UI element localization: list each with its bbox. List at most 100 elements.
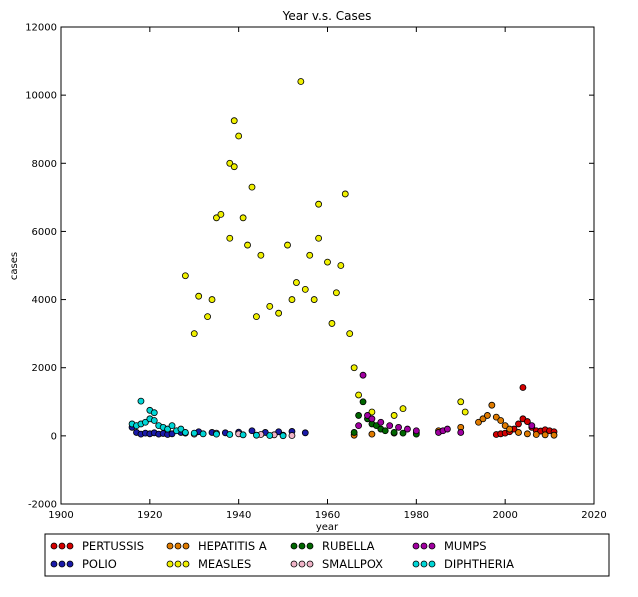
x-tick-label: 1980 [404, 510, 429, 521]
legend-marker [412, 542, 420, 550]
data-point [355, 422, 362, 430]
data-point [395, 423, 402, 431]
data-point [257, 251, 265, 259]
data-point [390, 429, 398, 436]
data-point [306, 251, 314, 259]
legend-marker [182, 542, 190, 550]
chart-title: Year v.s. Cases [282, 9, 372, 23]
x-axis-label: year [316, 522, 339, 533]
data-point [412, 427, 420, 435]
data-point [239, 214, 247, 222]
data-point [253, 313, 260, 321]
y-tick-label: 0 [51, 431, 57, 442]
data-point [253, 431, 260, 439]
data-point [315, 234, 323, 242]
data-point [364, 412, 371, 419]
data-point [386, 422, 394, 430]
data-point [457, 398, 465, 406]
legend-marker [306, 542, 314, 550]
data-point [230, 163, 238, 171]
legend-marker [306, 560, 314, 568]
data-point [355, 391, 362, 399]
data-point [346, 330, 354, 338]
data-point [310, 296, 318, 303]
data-point [337, 262, 345, 269]
x-tick-label: 1920 [137, 510, 162, 521]
legend-marker [66, 560, 74, 568]
data-point [368, 415, 376, 423]
data-point [168, 422, 176, 430]
legend-label: MUMPS [444, 539, 487, 553]
data-point [208, 296, 216, 303]
data-point [195, 292, 203, 300]
legend-item: SMALLPOX [290, 557, 383, 571]
data-point [381, 427, 389, 435]
data-point [297, 78, 305, 85]
legend-item: MEASLES [166, 557, 251, 571]
plot-points [128, 78, 558, 440]
data-point [341, 190, 349, 198]
data-point [226, 159, 234, 167]
legend: PERTUSSIS POLIO HEPATITIS A MEASLES RUBELLA S… [50, 539, 514, 571]
data-point [301, 285, 309, 293]
data-point [461, 408, 469, 416]
x-tick-label: 2000 [492, 510, 517, 521]
y-tick-label: 6000 [32, 227, 57, 238]
legend-label: MEASLES [198, 557, 251, 571]
legend-marker [58, 542, 66, 550]
legend-marker [50, 542, 58, 550]
data-point [324, 258, 331, 266]
data-point [279, 432, 287, 440]
data-point [293, 279, 300, 286]
data-point [541, 431, 549, 439]
legend-marker [58, 560, 66, 568]
data-point [328, 320, 336, 327]
data-point [359, 398, 367, 406]
data-point [350, 364, 358, 372]
data-point [368, 430, 376, 438]
data-point [332, 289, 340, 297]
y-tick-label: 4000 [32, 295, 57, 306]
data-point [479, 415, 487, 423]
data-point [248, 183, 256, 191]
data-point [444, 425, 451, 433]
legend-marker [290, 560, 298, 568]
data-point [390, 412, 398, 419]
legend-marker [420, 560, 428, 568]
legend-marker [412, 560, 420, 568]
data-point [213, 214, 220, 222]
data-point [284, 241, 291, 249]
x-tick-label: 1900 [48, 510, 73, 521]
legend-label: DIPHTHERIA [444, 557, 514, 571]
data-point [164, 425, 172, 433]
legend-item: DIPHTHERIA [412, 557, 514, 571]
legend-label: PERTUSSIS [82, 539, 144, 553]
legend-marker [66, 542, 74, 550]
data-point [506, 425, 514, 433]
data-point [523, 418, 531, 425]
y-tick-label: 8000 [32, 159, 57, 170]
data-point [301, 429, 309, 437]
x-tick-label: 2020 [581, 510, 606, 521]
data-point [217, 210, 225, 218]
legend-marker [298, 560, 306, 568]
legend-label: POLIO [82, 557, 117, 571]
legend-box [44, 533, 610, 577]
data-point [372, 422, 380, 430]
data-point [497, 417, 505, 424]
legend-marker [298, 542, 306, 550]
legend-label: HEPATITIS A [198, 539, 267, 553]
legend-marker [428, 542, 436, 550]
data-point [190, 429, 198, 437]
data-point [315, 200, 323, 208]
data-point [266, 302, 274, 310]
data-point [399, 405, 407, 413]
y-axis-label: cases [9, 252, 20, 280]
y-tick-label: -2000 [28, 500, 57, 511]
series-rubella [350, 398, 420, 438]
data-point [404, 425, 411, 433]
data-point [368, 408, 376, 416]
data-point [239, 431, 247, 439]
data-point [190, 330, 198, 338]
data-point [150, 409, 158, 417]
